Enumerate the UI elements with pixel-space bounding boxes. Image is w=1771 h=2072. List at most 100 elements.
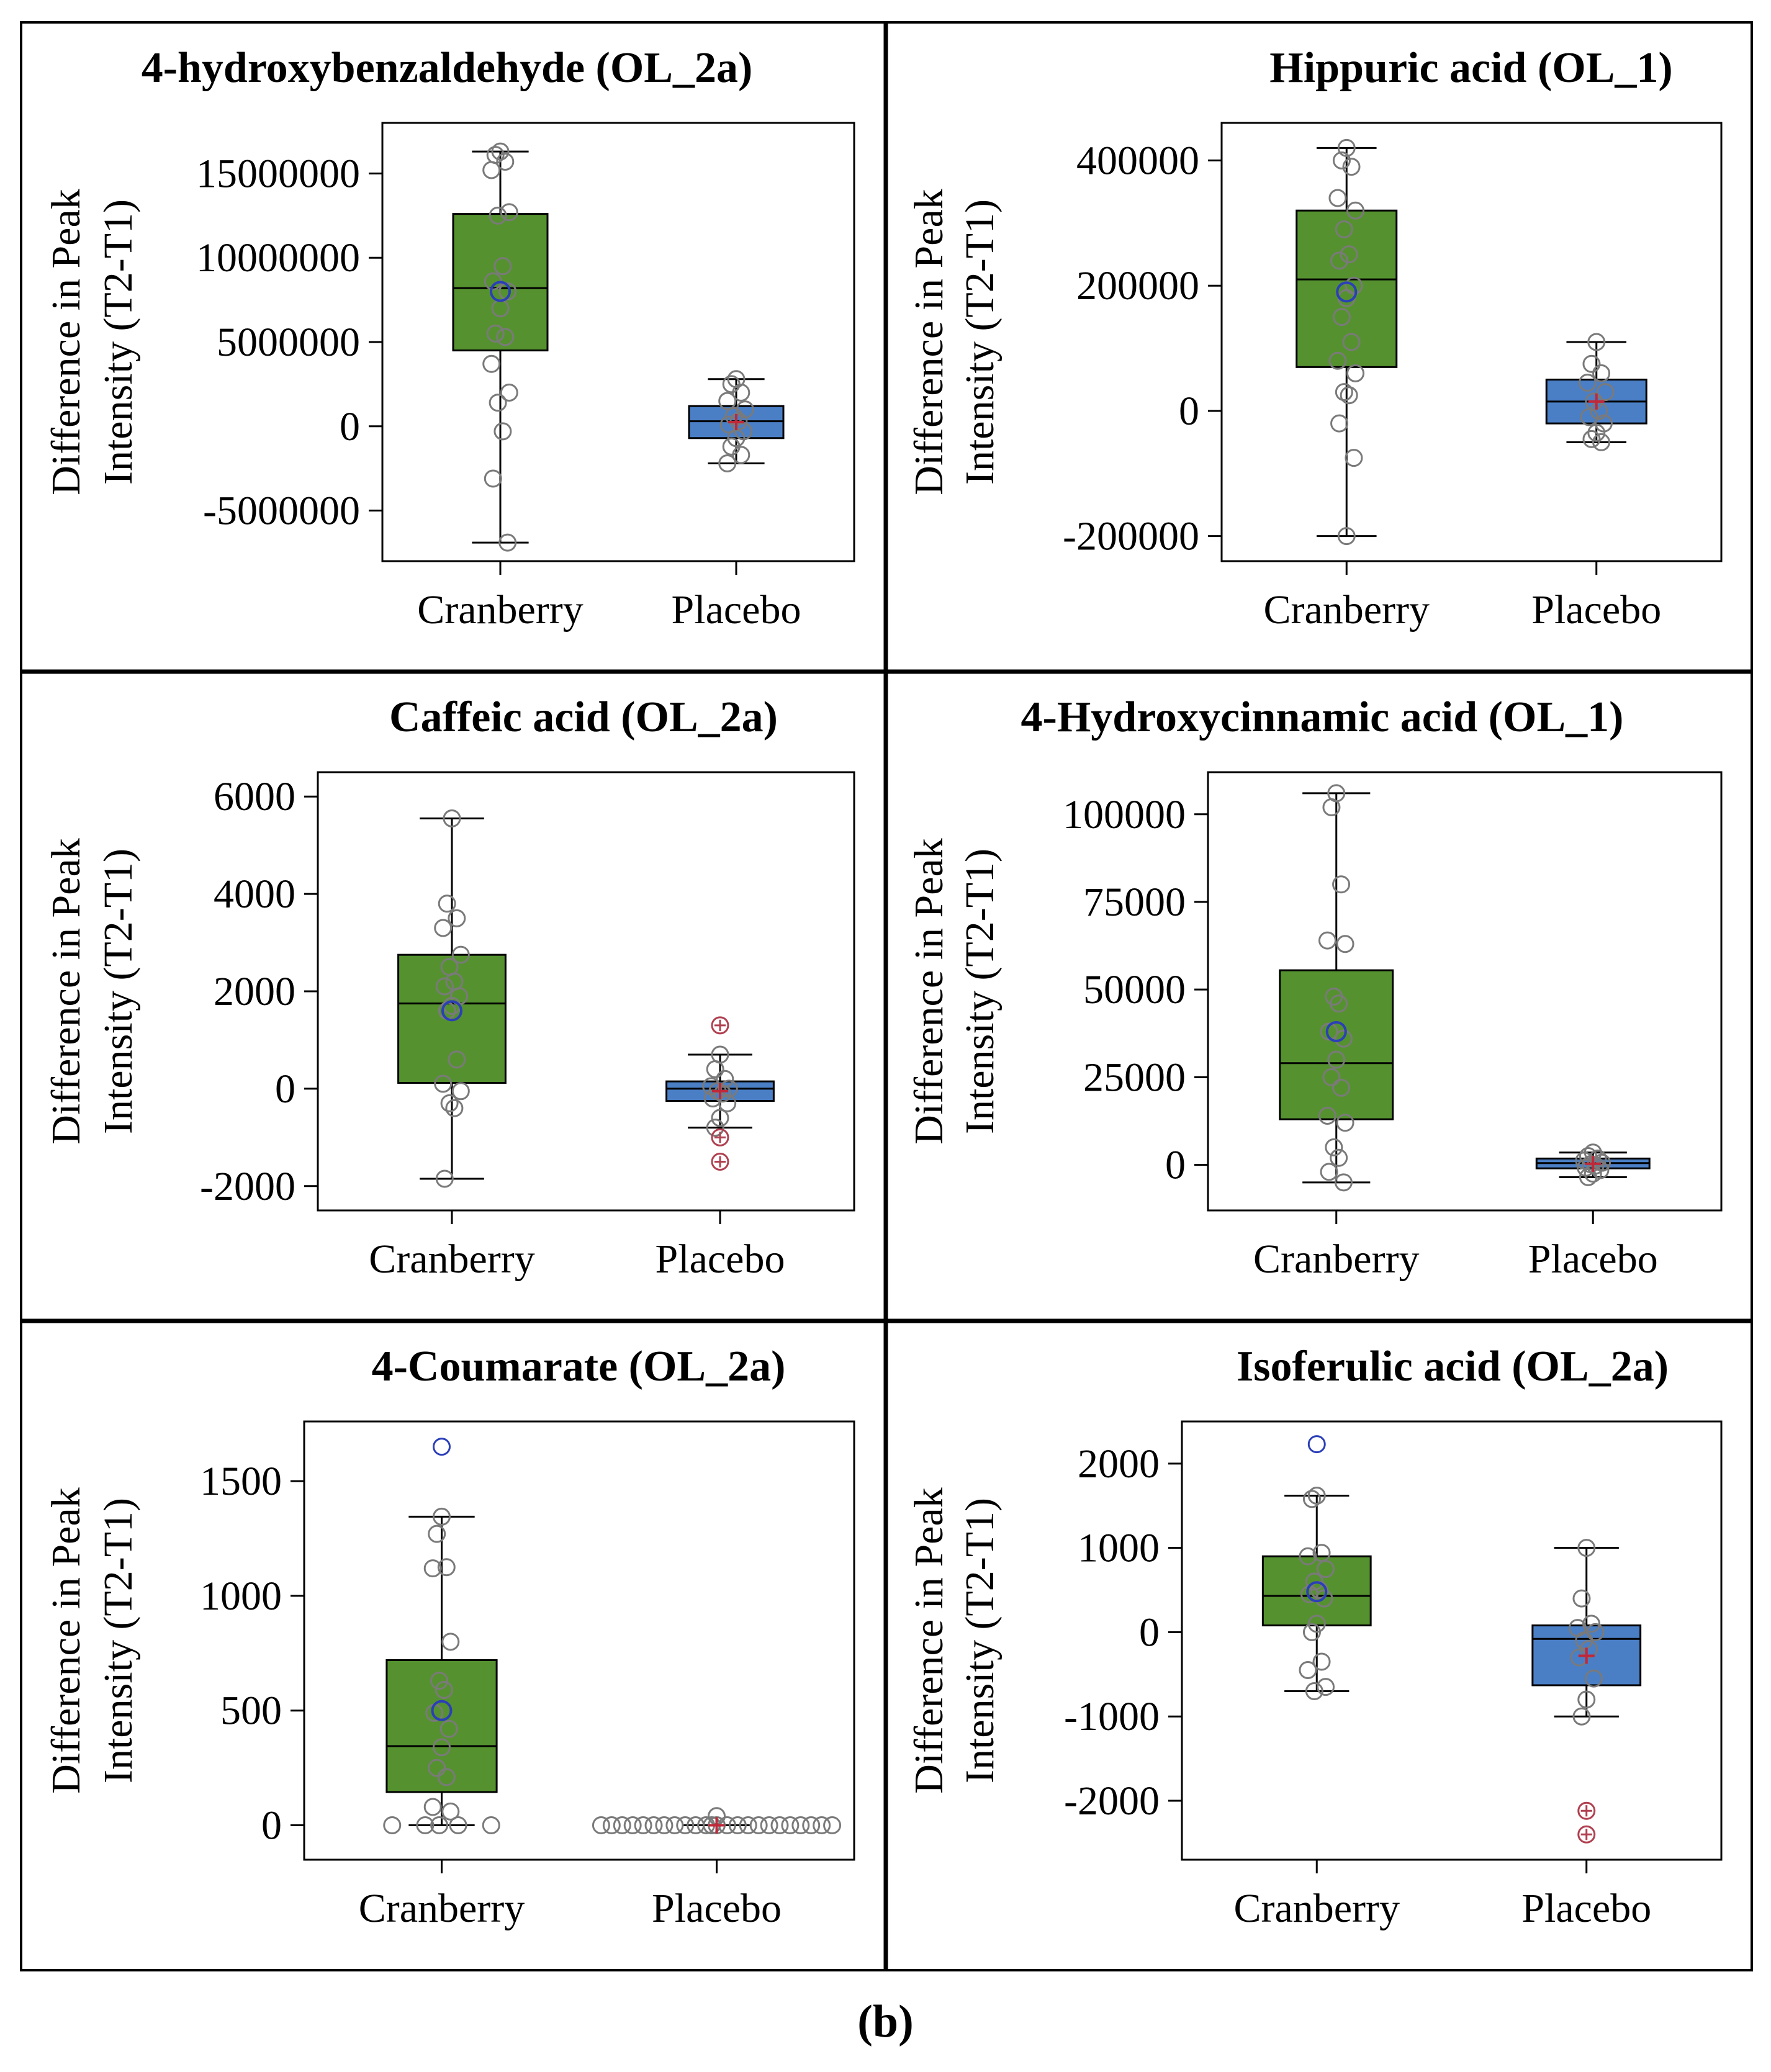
data-point bbox=[430, 1816, 449, 1835]
x-tick-label: Placebo bbox=[1521, 1886, 1651, 1931]
data-point bbox=[676, 1816, 695, 1835]
data-point bbox=[1317, 1560, 1335, 1579]
data-point bbox=[430, 1672, 449, 1690]
y-tick-label: 25000 bbox=[1083, 1055, 1186, 1100]
panel-title: Isoferulic acid (OL_2a) bbox=[1237, 1343, 1669, 1390]
box-panel-5: 4-Coumarate (OL_2a) Difference in Peak Int… bbox=[43, 1343, 855, 1931]
y-tick-label: 0 bbox=[1139, 1610, 1160, 1655]
y-tick-label: 75000 bbox=[1083, 880, 1186, 925]
box-cranberry: Cranberry bbox=[417, 142, 584, 633]
box-iqr bbox=[1279, 969, 1394, 1120]
data-point bbox=[1332, 151, 1351, 170]
x-tick-label: Cranberry bbox=[1233, 1886, 1400, 1931]
data-point bbox=[728, 1816, 747, 1835]
data-point bbox=[1575, 1631, 1593, 1650]
data-point bbox=[1312, 1652, 1331, 1671]
data-point bbox=[1322, 798, 1341, 816]
x-tick-label: Placebo bbox=[1531, 587, 1661, 633]
data-point bbox=[443, 809, 461, 828]
data-point bbox=[1334, 1029, 1353, 1048]
y-axis-label: Difference in Peak bbox=[906, 189, 952, 495]
plot-area bbox=[1181, 1420, 1723, 1861]
data-point bbox=[1342, 333, 1361, 351]
data-point bbox=[451, 945, 470, 964]
data-point bbox=[1299, 1661, 1317, 1680]
data-point bbox=[687, 1816, 705, 1835]
data-point bbox=[1582, 1615, 1601, 1633]
data-point bbox=[1579, 1168, 1597, 1186]
y-tick-label: 0 bbox=[340, 404, 360, 449]
data-point bbox=[441, 1802, 460, 1821]
panel-title: 4-hydroxybenzaldehyde (OL_2a) bbox=[142, 44, 753, 92]
data-point bbox=[713, 1084, 732, 1103]
data-point bbox=[448, 909, 466, 927]
outlier-point bbox=[711, 1128, 729, 1146]
x-tick-label: Cranberry bbox=[369, 1236, 535, 1282]
data-point bbox=[1587, 333, 1606, 351]
outlier-point bbox=[1577, 1801, 1596, 1820]
data-point bbox=[1302, 1490, 1321, 1508]
x-tick-label: Cranberry bbox=[359, 1886, 525, 1931]
data-point bbox=[1586, 1623, 1605, 1641]
data-point bbox=[433, 1738, 451, 1757]
data-point bbox=[1577, 1690, 1596, 1709]
data-point bbox=[718, 1094, 737, 1112]
data-point bbox=[739, 1816, 757, 1835]
data-point bbox=[1305, 1572, 1323, 1591]
data-point bbox=[1330, 251, 1349, 270]
data-point bbox=[1332, 308, 1351, 327]
data-point bbox=[1330, 1148, 1348, 1167]
data-point bbox=[1317, 1678, 1335, 1696]
box-cranberry: Cranberry bbox=[359, 1438, 525, 1931]
panel-title: 4-Hydroxycinnamic acid (OL_1) bbox=[1021, 693, 1624, 741]
data-point bbox=[718, 392, 737, 410]
data-point bbox=[1320, 1022, 1338, 1041]
data-point bbox=[1327, 1050, 1346, 1069]
y-tick-label: 15000000 bbox=[196, 151, 360, 196]
panel-title: Caffeic acid (OL_2a) bbox=[389, 693, 778, 741]
y-tick-label: 6000 bbox=[214, 774, 295, 819]
data-point bbox=[482, 1816, 500, 1835]
outlier-point bbox=[711, 1153, 729, 1171]
data-point bbox=[1328, 351, 1347, 370]
box-iqr bbox=[397, 953, 507, 1084]
y-axis-label: Intensity (T2-T1) bbox=[96, 199, 141, 485]
data-point bbox=[613, 1816, 631, 1835]
box-placebo: Placebo bbox=[1531, 333, 1661, 633]
data-point bbox=[706, 1060, 724, 1079]
data-point bbox=[1330, 414, 1349, 433]
data-point bbox=[434, 919, 453, 937]
y-tick-label: 500 bbox=[220, 1688, 282, 1734]
data-point bbox=[428, 1525, 446, 1543]
outlier-point bbox=[1577, 1825, 1596, 1844]
data-point bbox=[500, 383, 518, 402]
box-panel-4: 4-Hydroxycinnamic acid (OL_1) Difference … bbox=[906, 693, 1723, 1282]
data-point bbox=[1577, 1539, 1596, 1557]
y-axis-label: Difference in Peak bbox=[43, 189, 89, 495]
data-point bbox=[496, 152, 515, 171]
y-axis-label: Intensity (T2-T1) bbox=[957, 199, 1003, 485]
y-tick-label: 5000000 bbox=[217, 320, 360, 365]
y-tick-label: 200000 bbox=[1076, 263, 1199, 309]
data-point bbox=[644, 1816, 663, 1835]
data-point bbox=[435, 1680, 453, 1699]
data-point bbox=[1587, 423, 1606, 442]
outlier-point bbox=[433, 1438, 451, 1456]
data-point bbox=[749, 1816, 768, 1835]
data-point bbox=[1592, 433, 1611, 451]
y-axis-label: Intensity (T2-T1) bbox=[957, 1498, 1003, 1783]
data-point bbox=[1335, 383, 1353, 402]
mean-marker bbox=[490, 281, 511, 302]
data-point bbox=[1334, 1173, 1353, 1192]
mean-marker bbox=[1306, 1581, 1328, 1603]
data-point bbox=[1340, 245, 1358, 264]
data-point bbox=[732, 383, 750, 402]
y-tick-label: 0 bbox=[275, 1066, 295, 1112]
box-placebo: Placebo bbox=[672, 370, 801, 633]
y-axis-label: Difference in Peak bbox=[906, 838, 952, 1145]
panel-title: 4-Coumarate (OL_2a) bbox=[372, 1343, 786, 1390]
data-point bbox=[448, 1050, 466, 1069]
data-point bbox=[1345, 449, 1363, 467]
x-tick-label: Cranberry bbox=[417, 587, 584, 633]
data-point bbox=[1302, 1623, 1321, 1641]
